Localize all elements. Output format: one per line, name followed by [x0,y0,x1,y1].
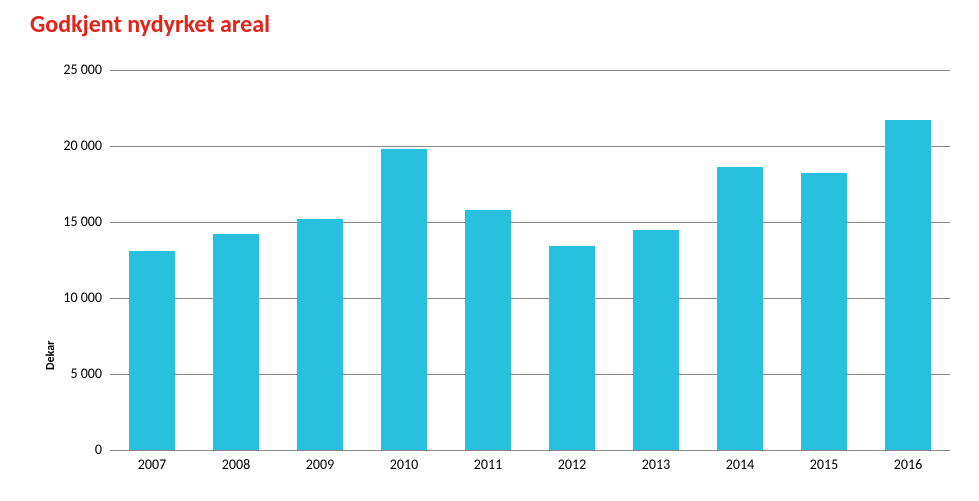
x-tick-label: 2012 [530,456,614,473]
x-tick-label: 2011 [446,456,530,473]
y-tick-label: 25 000 [42,61,102,78]
gridline [110,146,950,147]
gridline [110,70,950,71]
x-tick-label: 2010 [362,456,446,473]
y-tick-label: 5 000 [42,365,102,382]
x-tick-label: 2008 [194,456,278,473]
bar [717,167,763,450]
chart-title: Godkjent nydyrket areal [30,10,270,39]
x-tick-label: 2014 [698,456,782,473]
y-tick-label: 0 [42,441,102,458]
bar [801,173,847,450]
bar [297,219,343,450]
x-tick-label: 2007 [110,456,194,473]
bar [633,230,679,450]
bar [213,234,259,450]
plot-area [110,70,950,451]
y-tick-label: 20 000 [42,137,102,154]
x-tick-label: 2009 [278,456,362,473]
bar [465,210,511,450]
bar [885,120,931,450]
x-tick-label: 2015 [782,456,866,473]
chart-area: Dekar 05 00010 00015 00020 00025 000 200… [30,60,960,490]
bar [129,251,175,450]
x-tick-label: 2013 [614,456,698,473]
bar [549,246,595,450]
y-tick-label: 15 000 [42,213,102,230]
y-tick-label: 10 000 [42,289,102,306]
x-tick-label: 2016 [866,456,950,473]
bar [381,149,427,450]
page: Godkjent nydyrket areal Dekar 05 00010 0… [0,0,979,501]
